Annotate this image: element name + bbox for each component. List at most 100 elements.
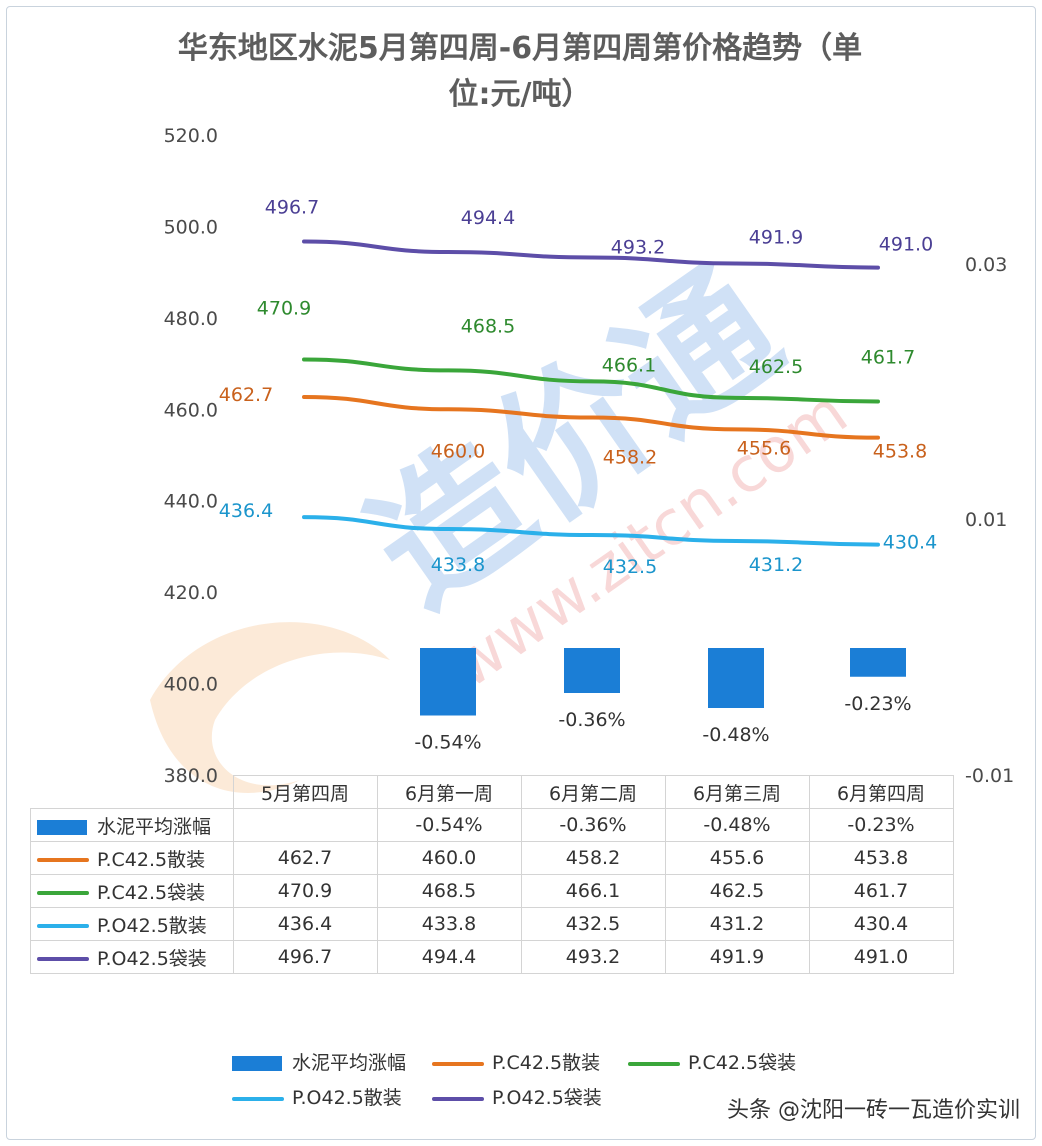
series-line <box>302 515 880 547</box>
bar-data-label: -0.48% <box>702 724 769 746</box>
series-line <box>302 357 880 404</box>
legend-label: P.C42.5袋装 <box>688 1052 797 1074</box>
line-series-group: 462.7 460.0 458.2 455.6 453.8 470.9 468.5 466.1… <box>219 197 937 578</box>
bar-data-label: -0.36% <box>558 709 625 731</box>
line-data-label: 470.9 <box>257 297 311 319</box>
table-cell: 458.2 <box>520 841 666 875</box>
table-row-legend: P.C42.5散装 <box>30 841 234 875</box>
table-row-label: P.C42.5袋装 <box>97 881 206 904</box>
y-axis-left: 520.0 500.0 480.0 460.0 440.0 420.0 400.0 380.0 <box>164 125 218 787</box>
table-cell: 491.0 <box>808 940 954 974</box>
bar <box>708 648 764 708</box>
bar <box>564 648 620 693</box>
line-data-label: 431.2 <box>749 554 803 576</box>
y-tick-label: 480.0 <box>164 308 218 330</box>
table-row-label: P.C42.5散装 <box>97 848 206 871</box>
table-cell: 436.4 <box>232 907 378 941</box>
table-row: P.C42.5散装 462.7 460.0 458.2 455.6 453.8 <box>30 841 954 875</box>
table-row-legend: P.O42.5袋装 <box>30 940 234 974</box>
y-tick-label: 420.0 <box>164 582 218 604</box>
line-data-label: 468.5 <box>461 315 515 337</box>
table-cell: -0.23% <box>808 808 954 842</box>
y-tick-label: 460.0 <box>164 399 218 421</box>
y-tick-label: 440.0 <box>164 491 218 513</box>
legend-swatch-line <box>37 891 89 895</box>
table-cell: 491.9 <box>664 940 810 974</box>
table-cell: 468.5 <box>376 874 522 908</box>
table-header-row: 5月第四周 6月第一周 6月第二周 6月第三周 6月第四周 <box>31 775 954 809</box>
legend-label: P.O42.5袋装 <box>492 1087 602 1109</box>
legend-label: P.C42.5散装 <box>492 1052 601 1074</box>
legend-item-avg-change: 水泥平均涨幅 <box>232 1048 406 1075</box>
y-tick-label: 400.0 <box>164 674 218 696</box>
table-cell: 466.1 <box>520 874 666 908</box>
line-data-label: 458.2 <box>603 447 657 469</box>
table-header-cell: 6月第二周 <box>520 775 666 809</box>
table-row: P.O42.5散装 436.4 433.8 432.5 431.2 430.4 <box>30 907 954 941</box>
y2-tick-label: 0.03 <box>965 254 1007 276</box>
table-cell: 493.2 <box>520 940 666 974</box>
bar <box>850 648 906 677</box>
series-line <box>302 239 880 270</box>
line-data-label: 455.6 <box>737 437 791 459</box>
line-data-label: 491.9 <box>749 226 803 248</box>
legend-label: 水泥平均涨幅 <box>292 1052 407 1074</box>
y2-tick-label: 0.01 <box>965 509 1007 531</box>
table-header-cell: 6月第三周 <box>664 775 810 809</box>
bar <box>420 648 476 716</box>
line-data-label: 453.8 <box>873 441 927 463</box>
y-tick-label: 520.0 <box>164 125 218 147</box>
y2-tick-label: -0.01 <box>965 765 1014 787</box>
table-cell: 432.5 <box>520 907 666 941</box>
chart-title-line2: 位:元/吨） <box>448 77 592 112</box>
bar-series-avg-change: -0.54% -0.36% -0.48% -0.23% <box>414 648 912 754</box>
table-cell: 453.8 <box>808 841 954 875</box>
table-cell: -0.36% <box>520 808 666 842</box>
y-tick-label: 500.0 <box>164 216 218 238</box>
table-header-cell: 6月第四周 <box>808 775 954 809</box>
legend-item-pc-bag: P.C42.5袋装 <box>628 1048 796 1075</box>
table-cell: 431.2 <box>664 907 810 941</box>
y-axis-right: 0.03 0.01 -0.01 <box>965 254 1014 787</box>
table-cell <box>232 808 378 842</box>
table-row-legend: 水泥平均涨幅 <box>30 808 234 842</box>
line-data-label: 430.4 <box>883 532 937 554</box>
legend-swatch-line <box>37 957 89 961</box>
chart-title: 华东地区水泥5月第四周-6月第四周第价格趋势（单 位:元/吨） <box>60 26 980 118</box>
legend-label: P.O42.5散装 <box>292 1087 402 1109</box>
table-cell: 433.8 <box>376 907 522 941</box>
line-data-label: 461.7 <box>861 347 915 369</box>
legend-item-po-bag: P.O42.5袋装 <box>432 1083 602 1110</box>
table-cell: 455.6 <box>664 841 810 875</box>
line-data-label: 432.5 <box>603 556 657 578</box>
table-cell: 494.4 <box>376 940 522 974</box>
legend-swatch-bar <box>37 819 87 835</box>
series-line <box>302 394 880 440</box>
line-data-label: 433.8 <box>431 554 485 576</box>
legend-swatch-line <box>37 858 89 862</box>
table-row-label: P.O42.5袋装 <box>97 947 207 970</box>
table-row: P.C42.5袋装 470.9 468.5 466.1 462.5 461.7 <box>30 874 954 908</box>
legend-swatch-line <box>432 1096 484 1101</box>
watermark-swoosh <box>150 622 390 794</box>
line-data-label: 466.1 <box>602 354 656 376</box>
line-data-label: 493.2 <box>611 237 665 259</box>
legend-swatch-line <box>232 1096 284 1101</box>
table-cell: 462.7 <box>232 841 378 875</box>
line-data-label: 462.7 <box>219 384 273 406</box>
source-credit: 头条 @沈阳一砖一瓦造价实训 <box>727 1098 1020 1123</box>
legend-item-po-bulk: P.O42.5散装 <box>232 1083 402 1110</box>
legend-swatch-line <box>37 924 89 928</box>
table-cell: -0.54% <box>376 808 522 842</box>
table-cell: 496.7 <box>232 940 378 974</box>
chart-title-line1: 华东地区水泥5月第四周-6月第四周第价格趋势（单 <box>177 31 863 66</box>
table-row-label: P.O42.5散装 <box>97 914 207 937</box>
legend-swatch-line <box>432 1061 484 1066</box>
legend-swatch-bar <box>232 1056 282 1071</box>
table-row-legend: P.C42.5袋装 <box>30 874 234 908</box>
legend-swatch-line <box>628 1061 680 1066</box>
table-cell: 462.5 <box>664 874 810 908</box>
line-data-label: 436.4 <box>219 500 273 522</box>
table-corner <box>31 776 234 809</box>
